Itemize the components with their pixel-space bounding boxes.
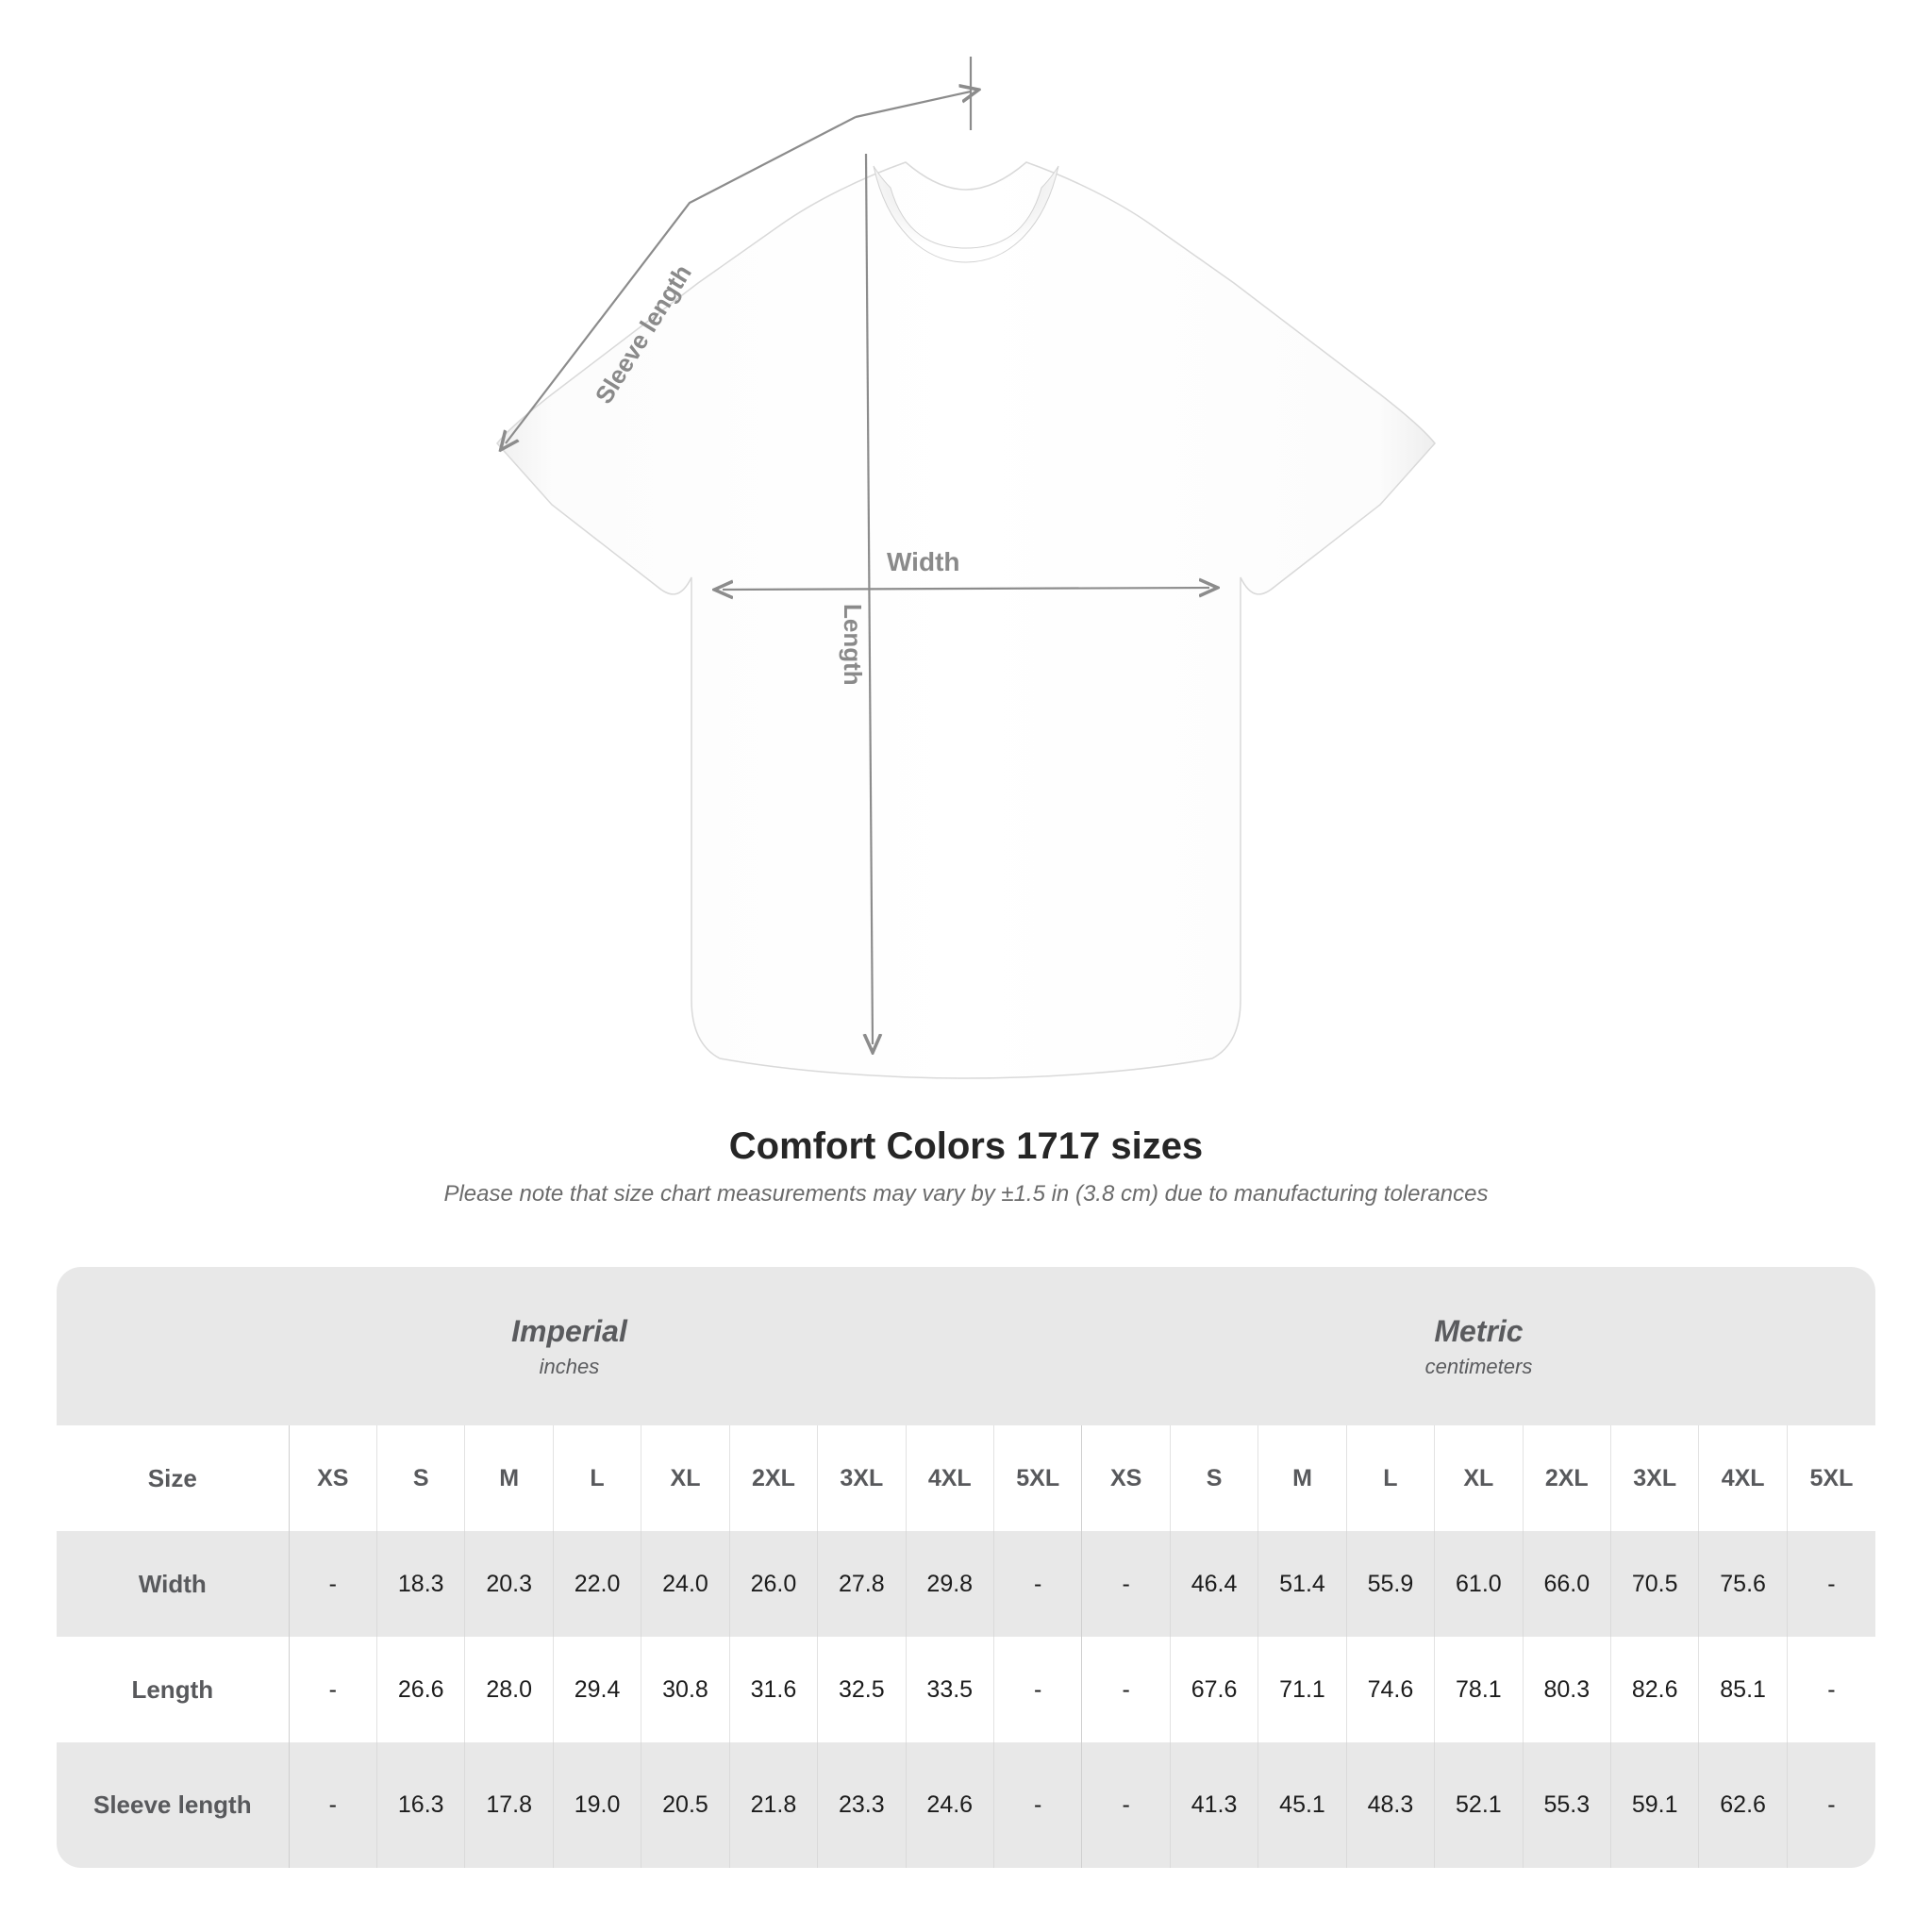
svg-text:Length: Length — [839, 604, 867, 686]
svg-text:Width: Width — [887, 547, 960, 576]
